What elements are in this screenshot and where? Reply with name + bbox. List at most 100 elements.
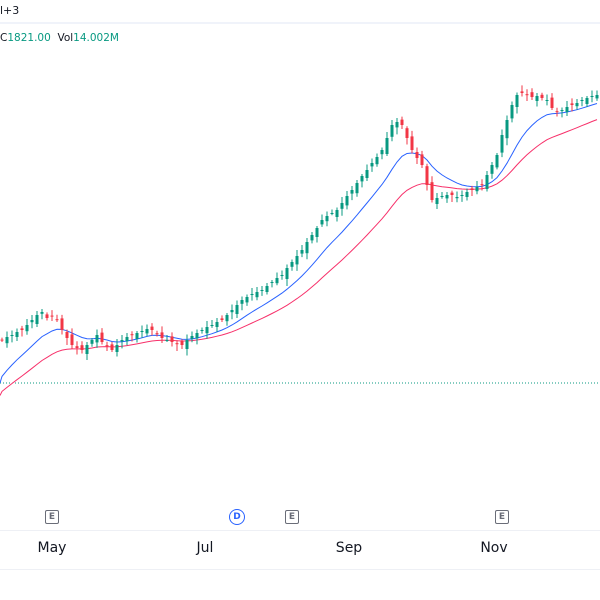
candle-body bbox=[565, 107, 569, 112]
candle-body bbox=[10, 335, 14, 336]
candle-body bbox=[60, 318, 64, 330]
candle-body bbox=[350, 190, 354, 194]
candle-body bbox=[450, 192, 454, 195]
candle-body bbox=[575, 103, 579, 107]
candle-body bbox=[325, 216, 329, 222]
candle-body bbox=[240, 300, 244, 304]
candle-body bbox=[225, 315, 229, 322]
candle-body bbox=[275, 278, 279, 284]
candle-body bbox=[580, 100, 584, 101]
candle-body bbox=[145, 329, 149, 334]
candle-body bbox=[100, 332, 104, 342]
earnings-marker[interactable]: E bbox=[495, 510, 509, 524]
candle-body bbox=[135, 333, 139, 339]
candle-body bbox=[175, 343, 179, 345]
candle-body bbox=[530, 92, 534, 97]
candle-body bbox=[425, 166, 429, 185]
candle-body bbox=[460, 195, 464, 196]
candle-body bbox=[310, 235, 314, 241]
candle-body bbox=[80, 345, 84, 350]
candle-body bbox=[485, 175, 489, 189]
volume-label: Vol bbox=[57, 32, 74, 44]
candle-body bbox=[445, 195, 449, 199]
candle-body bbox=[270, 282, 274, 283]
candle-body bbox=[230, 310, 234, 313]
candle-body bbox=[155, 333, 159, 335]
candle-body bbox=[345, 196, 349, 206]
candle-body bbox=[295, 256, 299, 265]
candle-body bbox=[570, 103, 574, 105]
candle-body bbox=[140, 331, 144, 332]
candle-body bbox=[410, 136, 414, 150]
candle-body bbox=[510, 105, 514, 119]
candle-body bbox=[315, 228, 319, 237]
candle-body bbox=[525, 94, 529, 96]
candle-body bbox=[480, 184, 484, 186]
candle-body bbox=[505, 120, 509, 139]
candle-body bbox=[20, 328, 24, 330]
candle-body bbox=[195, 333, 199, 339]
earnings-marker[interactable]: E bbox=[285, 510, 299, 524]
candle-body bbox=[25, 325, 29, 332]
dividend-marker[interactable]: D bbox=[229, 509, 245, 525]
candle-body bbox=[40, 312, 44, 314]
candle-body bbox=[130, 334, 134, 336]
tick-nov: Nov bbox=[480, 540, 508, 556]
candle-body bbox=[70, 334, 74, 345]
candle-body bbox=[280, 275, 284, 276]
candle-body bbox=[500, 135, 504, 153]
candle-body bbox=[15, 332, 19, 337]
candle-body bbox=[360, 176, 364, 182]
earnings-marker[interactable]: E bbox=[45, 510, 59, 524]
candle-body bbox=[75, 346, 79, 348]
candle-body bbox=[405, 128, 409, 138]
candle-body bbox=[265, 286, 269, 292]
candle-body bbox=[540, 94, 544, 98]
top-toolbar: l+3 bbox=[0, 0, 600, 24]
candle-body bbox=[440, 196, 444, 197]
candle-body bbox=[45, 314, 49, 318]
candle-body bbox=[370, 163, 374, 167]
candle-body bbox=[30, 320, 34, 323]
candle-body bbox=[400, 119, 404, 125]
candle-body bbox=[0, 339, 4, 341]
candle-body bbox=[585, 98, 589, 104]
candle-body bbox=[170, 336, 174, 342]
candle-body bbox=[305, 242, 309, 254]
candle-body bbox=[470, 188, 474, 190]
candle-body bbox=[115, 345, 119, 352]
candle-body bbox=[420, 154, 424, 165]
candle-body bbox=[290, 262, 294, 267]
candle-body bbox=[330, 213, 334, 214]
candle-body bbox=[110, 344, 114, 350]
tick-sep: Sep bbox=[335, 540, 363, 556]
tick-jul: Jul bbox=[196, 540, 214, 556]
candle-body bbox=[465, 192, 469, 197]
candle-body bbox=[435, 198, 439, 204]
candle-body bbox=[50, 315, 54, 317]
candle-body bbox=[185, 340, 189, 349]
candle-body bbox=[5, 337, 9, 344]
ohlc-legend: C1821.00 Vol14.002M bbox=[0, 32, 119, 44]
candle-body bbox=[65, 332, 69, 338]
candle-body bbox=[55, 319, 59, 321]
candle-body bbox=[90, 340, 94, 344]
candle-body bbox=[260, 290, 264, 291]
price-chart[interactable] bbox=[0, 0, 600, 530]
candle-body bbox=[340, 203, 344, 209]
candle-body bbox=[355, 183, 359, 194]
candle-body bbox=[545, 100, 549, 101]
candle-body bbox=[250, 294, 254, 295]
time-axis[interactable]: May Jul Sep Nov bbox=[0, 530, 600, 570]
candle-body bbox=[515, 95, 519, 107]
candle-body bbox=[120, 340, 124, 342]
symbol-text: l+3 bbox=[0, 4, 20, 17]
candle-body bbox=[200, 330, 204, 331]
candle-body bbox=[475, 187, 479, 192]
candle-body bbox=[320, 220, 324, 225]
candle-body bbox=[595, 95, 599, 99]
candle-body bbox=[85, 345, 89, 354]
candle-body bbox=[160, 332, 164, 338]
candle-body bbox=[395, 122, 399, 128]
candle-body bbox=[220, 318, 224, 320]
